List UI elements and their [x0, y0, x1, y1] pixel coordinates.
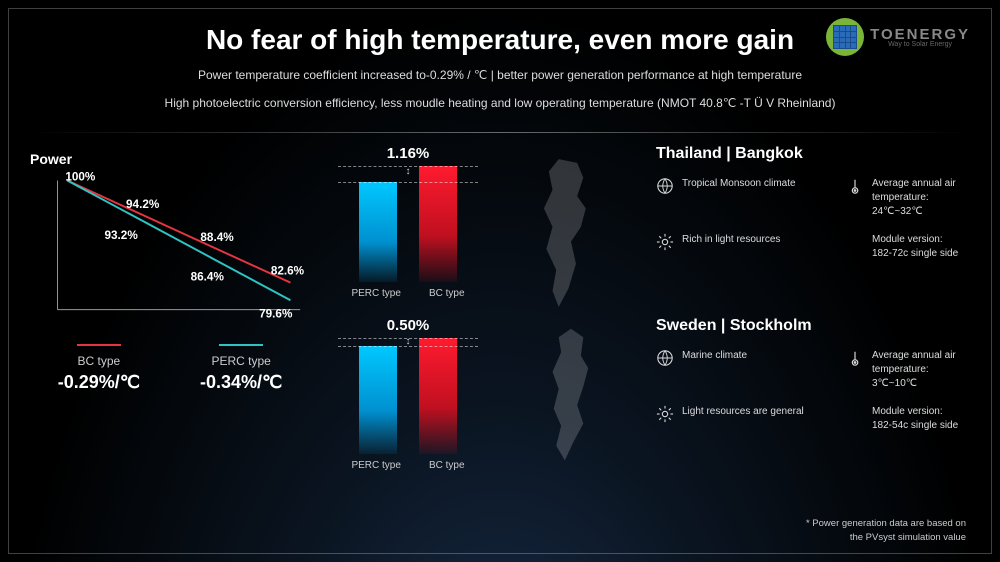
svg-text:93.2%: 93.2%	[105, 229, 139, 242]
thailand-climate-text: Tropical Monsoon climate	[682, 177, 796, 191]
thailand-bar-chart: 1.16% ↕ PERC type BC type	[328, 145, 488, 299]
thailand-bc-bar	[419, 166, 457, 282]
thailand-module-text: Module version:182-72c single side	[872, 233, 958, 261]
up-arrow-icon: ↕	[406, 336, 411, 347]
sweden-temp-text: Average annual air temperature:3℃~10℃	[872, 349, 970, 391]
up-arrow-icon: ↕	[406, 166, 411, 177]
sun-icon	[656, 405, 674, 423]
thailand-details: Tropical Monsoon climate Average annual …	[656, 177, 970, 261]
disclaimer: * Power generation data are based on the…	[806, 517, 966, 544]
sweden-perc-bar	[359, 346, 397, 454]
sun-icon	[656, 233, 674, 251]
sweden-climate-text: Marine climate	[682, 349, 747, 363]
thailand-block: Thailand | Bangkok Tropical Monsoon clim…	[506, 145, 970, 317]
sweden-module-text: Module version:182-54c single side	[872, 405, 958, 433]
solar-panel-icon	[833, 25, 857, 49]
svg-text:94.2%: 94.2%	[126, 198, 160, 211]
dash-mid	[338, 182, 478, 183]
sweden-title: Sweden | Stockholm	[656, 317, 970, 335]
thailand-temp: Average annual air temperature:24℃~32℃	[846, 177, 970, 219]
sweden-bars: ↕	[328, 338, 488, 454]
svg-text:100%: 100%	[65, 171, 96, 183]
sweden-module: Module version:182-54c single side	[846, 405, 970, 433]
globe-icon	[656, 177, 674, 195]
sweden-light: Light resources are general	[656, 405, 826, 433]
sweden-block: Sweden | Stockholm Marine climate Averag…	[506, 317, 970, 489]
subtitle-1: Power temperature coefficient increased …	[40, 66, 960, 84]
logo-badge	[826, 18, 864, 56]
locations-column: Thailand | Bangkok Tropical Monsoon clim…	[506, 145, 970, 533]
header: No fear of high temperature, even more g…	[0, 0, 1000, 116]
sweden-bar-chart: 0.50% ↕ PERC type BC type	[328, 317, 488, 471]
thermometer-icon	[846, 177, 864, 195]
sweden-map-icon	[506, 325, 636, 485]
thailand-module: Module version:182-72c single side	[846, 233, 970, 261]
thailand-light-text: Rich in light resources	[682, 233, 780, 247]
sweden-light-text: Light resources are general	[682, 405, 804, 419]
thermometer-icon	[846, 349, 864, 367]
sweden-bc-bar	[419, 338, 457, 454]
sweden-climate: Marine climate	[656, 349, 826, 391]
svg-text:88.4%: 88.4%	[200, 231, 234, 244]
thailand-climate: Tropical Monsoon climate	[656, 177, 826, 219]
thailand-light: Rich in light resources	[656, 233, 826, 261]
svg-text:79.6%: 79.6%	[259, 307, 293, 320]
brand-logo: TOENERGY Way to Solar Energy	[826, 18, 970, 56]
subtitle-2: High photoelectric conversion efficiency…	[40, 94, 960, 112]
power-line-chart: 100% 94.2% 88.4% 82.6% 93.2% 86.4% 79.6%	[36, 171, 310, 326]
sweden-temp: Average annual air temperature:3℃~10℃	[846, 349, 970, 391]
svg-text:86.4%: 86.4%	[191, 270, 225, 283]
globe-icon	[656, 349, 674, 367]
logo-text-wrap: TOENERGY Way to Solar Energy	[870, 26, 970, 48]
svg-text:82.6%: 82.6%	[271, 264, 305, 277]
sweden-details: Marine climate Average annual air temper…	[656, 349, 970, 433]
thailand-title: Thailand | Bangkok	[656, 145, 970, 163]
thailand-map-icon	[506, 153, 636, 313]
thailand-bars: ↕	[328, 166, 488, 282]
page-title: No fear of high temperature, even more g…	[206, 24, 794, 56]
thailand-perc-bar	[359, 182, 397, 282]
thailand-temp-text: Average annual air temperature:24℃~32℃	[872, 177, 970, 219]
